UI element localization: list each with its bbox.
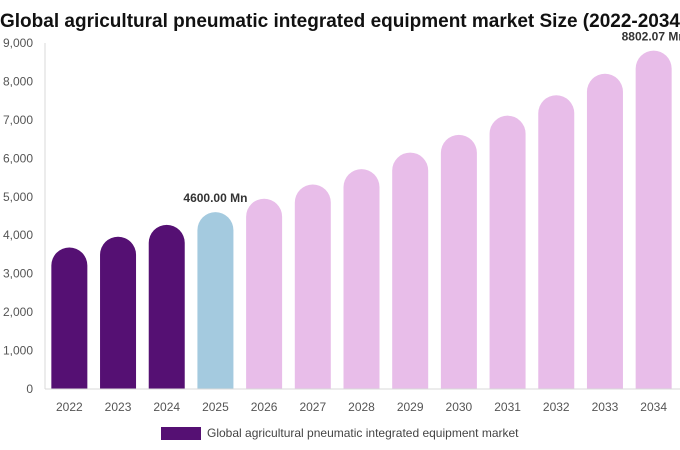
y-tick-label: 9,000 xyxy=(3,36,33,50)
x-axis: 2022 2023 2024 2025 2026 2027 2028 2029 2030 2031… xyxy=(45,388,680,414)
y-tick-label: 4,000 xyxy=(3,228,33,242)
x-tick-label: 2034 xyxy=(640,400,667,414)
x-tick-label: 2026 xyxy=(251,400,278,414)
bar-2030 xyxy=(440,134,477,389)
x-tick-label: 2033 xyxy=(592,400,619,414)
bar-2027 xyxy=(294,184,331,389)
legend: Global agricultural pneumatic integrated… xyxy=(161,426,519,440)
bar-2034 xyxy=(635,50,672,389)
bar-2028 xyxy=(343,169,380,389)
x-tick-label: 2023 xyxy=(105,400,132,414)
x-tick-label: 2027 xyxy=(299,400,326,414)
bar-2029 xyxy=(392,152,429,389)
y-tick-label: 6,000 xyxy=(3,151,33,165)
legend-swatch xyxy=(161,427,201,440)
legend-label: Global agricultural pneumatic integrated… xyxy=(207,426,519,440)
bar-2024 xyxy=(148,224,185,389)
data-label: 8802.07 Mn xyxy=(622,30,680,44)
bar-2026 xyxy=(246,198,283,389)
y-tick-label: 7,000 xyxy=(3,113,33,127)
bar-2023 xyxy=(100,236,137,389)
bar-2022 xyxy=(51,247,88,389)
y-tick-label: 1,000 xyxy=(3,344,33,358)
bar-2025 xyxy=(197,212,234,389)
x-tick-label: 2029 xyxy=(397,400,424,414)
y-tick-label: 5,000 xyxy=(3,190,33,204)
data-labels: 4600.00 Mn 8802.07 Mn xyxy=(183,30,680,206)
x-tick-label: 2024 xyxy=(153,400,180,414)
bar-2033 xyxy=(586,73,623,389)
y-tick-label: 8,000 xyxy=(3,74,33,88)
bar-2032 xyxy=(538,95,575,389)
data-label: 4600.00 Mn xyxy=(183,191,247,205)
y-tick-label: 0 xyxy=(26,382,33,396)
y-tick-label: 3,000 xyxy=(3,267,33,281)
x-tick-label: 2025 xyxy=(202,400,229,414)
y-tick-label: 2,000 xyxy=(3,305,33,319)
chart-title: Global agricultural pneumatic integrated… xyxy=(0,11,680,32)
y-axis: 0 1,000 2,000 3,000 4,000 5,000 6,000 7,000 8,00… xyxy=(3,36,46,396)
x-tick-label: 2032 xyxy=(543,400,570,414)
x-tick-label: 2030 xyxy=(446,400,473,414)
x-tick-label: 2028 xyxy=(348,400,375,414)
x-tick-label: 2031 xyxy=(494,400,521,414)
x-tick-label: 2022 xyxy=(56,400,83,414)
bar-2031 xyxy=(489,115,526,389)
bars xyxy=(51,50,672,389)
